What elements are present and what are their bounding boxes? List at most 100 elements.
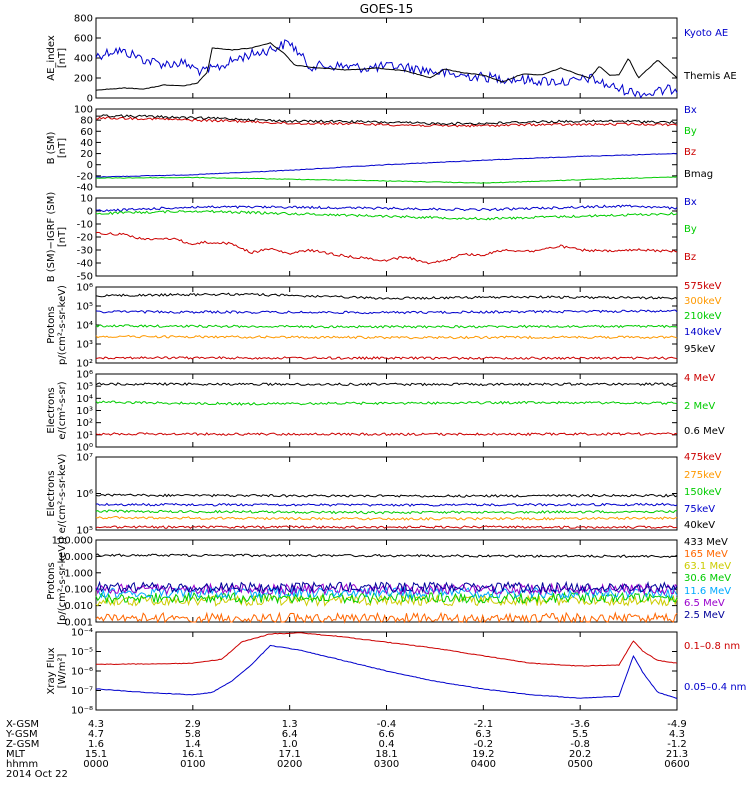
- y-axis-label: Electrons e/(cm²-s-sr): [46, 381, 68, 439]
- y-tick-label: 600: [74, 34, 93, 45]
- y-axis-label: Xray Flux [W/m²]: [46, 647, 68, 694]
- ephemeris-value: 1.4: [185, 739, 201, 750]
- legend-entry: 6.5 MeV: [684, 598, 725, 609]
- y-tick-label: 100: [74, 105, 93, 116]
- y-axis-label-line: [W/m²]: [57, 653, 68, 688]
- series-line: [95, 231, 678, 265]
- y-tick-label: 10²: [76, 418, 93, 429]
- ephemeris-value: 17.1: [279, 749, 301, 760]
- y-axis-label-line: [nT]: [57, 138, 68, 158]
- ephemeris-value: 1.0: [282, 739, 298, 750]
- ephemeris-label: hhmm: [6, 759, 38, 770]
- ephemeris-value: 6.6: [379, 729, 395, 740]
- y-axis-label-line: p/(cm²-s-sr-keV): [57, 285, 68, 365]
- y-axis-label-line: Xray Flux: [46, 647, 57, 694]
- series-line: [95, 334, 678, 340]
- legend-entry: Kyoto AE: [684, 28, 728, 39]
- y-tick-label: 10⁻⁶: [71, 667, 93, 678]
- y-tick-label: 10¹: [76, 430, 93, 441]
- legend-entry: 210keV: [684, 311, 722, 322]
- legend-entry: 75keV: [684, 504, 715, 515]
- y-tick-label: 10⁻⁷: [71, 686, 93, 697]
- y-tick-label: 10⁷: [76, 453, 93, 464]
- panel-7: 0.0010.0100.1001.00010.000100.000Protons…: [46, 536, 731, 629]
- legend-entry: 0.05–0.4 nm: [684, 682, 746, 693]
- y-axis-label: AE_index [nT]: [46, 35, 68, 81]
- y-tick-label: 10.000: [58, 552, 93, 563]
- y-tick-label: 10⁵: [76, 302, 93, 313]
- series-line: [95, 356, 678, 360]
- y-axis-label-line: Electrons: [46, 387, 57, 433]
- ephemeris-value: 19.2: [472, 749, 494, 760]
- panel-1: 0 200 400 600 800 AE_index [nT] Kyoto AE Themis …: [46, 14, 737, 105]
- y-tick-label: -50: [77, 272, 93, 283]
- legend-entry: 140keV: [684, 327, 722, 338]
- legend-entry: 11.6 MeV: [684, 586, 731, 597]
- ephemeris-table: X-GSM 4.3 2.9 1.3 -0.4 -2.1 -3.6 -4.9 Y-GSM 4.7 5.…: [5, 719, 690, 780]
- y-tick-label: 200: [74, 74, 93, 85]
- series-line: [95, 292, 678, 300]
- series-line: [95, 591, 678, 605]
- series-line: [95, 152, 677, 178]
- ephemeris-value: 21.3: [666, 749, 688, 760]
- y-tick-label: 10⁻⁸: [71, 706, 93, 717]
- legend-entry: 575keV: [684, 281, 722, 292]
- y-tick-label: 20: [80, 149, 93, 160]
- y-tick-label: -20: [77, 171, 93, 182]
- series-line: [95, 382, 677, 387]
- y-axis-label: Electrons e/(cm²-s-sr-keV): [46, 454, 68, 534]
- y-axis-label-line: Electrons: [46, 470, 57, 516]
- ephemeris-value: -3.6: [570, 719, 590, 730]
- legend-entry: 275keV: [684, 470, 722, 481]
- ephemeris-label: Z-GSM: [6, 739, 39, 750]
- y-tick-label: 80: [80, 116, 93, 127]
- ephemeris-value: 15.1: [85, 749, 107, 760]
- ephemeris-value: 5.5: [572, 729, 588, 740]
- y-axis-label-line: Protons: [46, 562, 57, 599]
- legend-entry: Themis AE: [683, 71, 737, 82]
- y-tick-label: -40: [77, 259, 93, 270]
- y-tick-label: 10²: [76, 359, 93, 370]
- legend-entry: Bx: [684, 105, 697, 116]
- y-axis-label-line: B (SM)−IGRF (SM): [46, 192, 57, 283]
- ephemeris-value: 18.1: [375, 749, 397, 760]
- series-line: [96, 632, 678, 667]
- y-tick-label: 0.001: [64, 618, 93, 629]
- y-tick-label: 10⁻⁵: [71, 647, 93, 658]
- ephemeris-label: X-GSM: [6, 719, 39, 730]
- ephemeris-value: 5.8: [185, 729, 201, 740]
- ephemeris-value: 6.4: [282, 729, 298, 740]
- series-line: [95, 204, 678, 213]
- legend-entry: 2 MeV: [684, 401, 715, 412]
- series-line: [95, 509, 678, 515]
- legend-entry: 0.6 MeV: [684, 426, 725, 437]
- ephemeris-value: 1.3: [282, 719, 298, 730]
- y-tick-label: 0: [87, 160, 93, 171]
- ephemeris-value: 0400: [471, 759, 496, 770]
- legend-entry: 2.5 MeV: [684, 610, 725, 621]
- y-axis-label-line: AE_index: [46, 35, 57, 81]
- ephemeris-value: 2.9: [185, 719, 201, 730]
- ephemeris-value: 16.1: [182, 749, 204, 760]
- ephemeris-value: 0300: [374, 759, 399, 770]
- legend-entry: 4 MeV: [684, 373, 715, 384]
- ephemeris-value: 0600: [664, 759, 689, 770]
- y-tick-label: -10: [77, 220, 93, 231]
- series-line: [95, 209, 678, 221]
- series-line: [95, 515, 678, 521]
- legend-entry: By: [684, 126, 697, 137]
- series-line: [95, 324, 678, 329]
- y-tick-label: 10³: [76, 340, 93, 351]
- y-axis-label: B (SM)−IGRF (SM) [nT]: [46, 192, 68, 283]
- ephemeris-value: -0.2: [474, 739, 494, 750]
- y-tick-label: -40: [77, 183, 93, 194]
- series-line: [95, 39, 678, 99]
- y-tick-label: 1.000: [64, 568, 93, 579]
- ephemeris-value: 6.3: [475, 729, 491, 740]
- legend-entry: 150keV: [684, 487, 722, 498]
- y-tick-label: -20: [77, 233, 93, 244]
- ephemeris-value: -0.4: [377, 719, 397, 730]
